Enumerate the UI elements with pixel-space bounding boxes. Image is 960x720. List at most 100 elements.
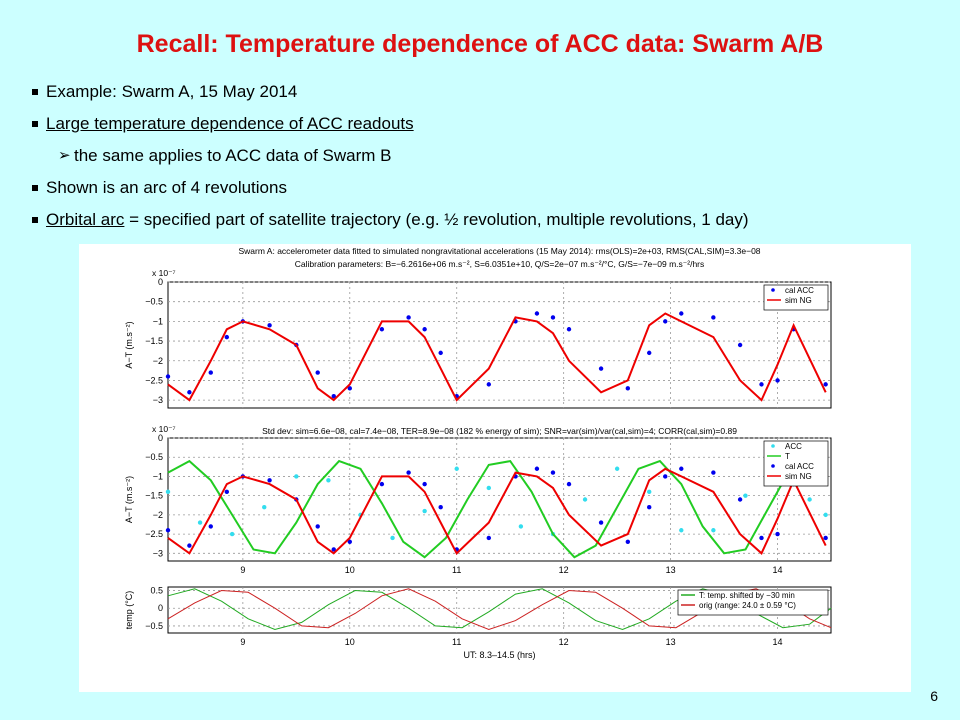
x-tick-label: 9	[240, 637, 245, 647]
data-point	[315, 370, 320, 375]
data-point	[187, 390, 192, 395]
legend-marker	[771, 464, 775, 468]
data-point	[165, 489, 171, 495]
page-number: 6	[930, 688, 938, 704]
x-tick-label: 12	[559, 565, 569, 575]
bullet-item: Example: Swarm A, 15 May 2014	[32, 82, 952, 114]
data-point	[823, 382, 828, 387]
y-tick-label: −1.5	[145, 491, 163, 501]
data-point	[438, 350, 443, 356]
data-point	[598, 366, 604, 371]
data-point	[379, 327, 385, 332]
data-point	[711, 528, 716, 533]
bullet-list: Example: Swarm A, 15 May 2014 Large temp…	[32, 82, 952, 242]
x-tick-label: 13	[666, 565, 676, 575]
data-point	[406, 470, 411, 475]
series-line	[167, 467, 827, 555]
data-point	[267, 323, 272, 328]
data-point	[647, 504, 652, 510]
legend-label: ACC	[785, 442, 802, 451]
y-axis-label: temp (°C)	[124, 591, 134, 630]
x-axis-label: UT: 8.3–14.5 (hrs)	[463, 650, 535, 660]
x-tick-label: 10	[345, 565, 355, 575]
data-point	[486, 382, 492, 387]
slide-title: Recall: Temperature dependence of ACC da…	[136, 30, 824, 58]
y-tick-label: −3	[153, 548, 163, 558]
data-point	[294, 474, 299, 479]
legend-box	[763, 440, 829, 487]
data-point	[534, 311, 540, 316]
data-point	[823, 512, 828, 518]
y-tick-label: −2.5	[145, 529, 163, 539]
data-point	[625, 386, 631, 391]
y-tick-label: −0.5	[145, 621, 163, 631]
data-point	[775, 378, 780, 383]
data-point	[582, 497, 588, 502]
plot-area	[167, 281, 832, 409]
plot-area	[167, 437, 832, 562]
data-point	[647, 489, 652, 495]
x-tick-label: 10	[345, 637, 355, 647]
data-point	[625, 539, 631, 544]
data-point	[663, 474, 668, 479]
y-tick-label: −3	[153, 395, 163, 405]
data-point	[679, 528, 684, 533]
data-point	[224, 489, 230, 495]
x-tick-label: 11	[452, 637, 461, 647]
data-point	[743, 493, 748, 498]
y-axis-label: A−T (m.s⁻²)	[124, 321, 134, 368]
y-tick-label: −1	[153, 316, 163, 326]
arrow-bullet-icon: ➢	[58, 147, 71, 164]
data-point	[711, 470, 716, 475]
y-tick-label: −2.5	[145, 375, 163, 385]
y-tick-label: −1.5	[145, 336, 163, 346]
data-point	[775, 531, 780, 537]
data-point	[422, 508, 427, 514]
data-point	[262, 504, 267, 510]
legend-label: cal ACC	[785, 462, 814, 471]
data-point	[187, 543, 192, 548]
legend-marker	[771, 444, 775, 448]
data-point	[422, 327, 427, 332]
x-tick-label: 13	[666, 637, 676, 647]
bullet-text: Large temperature dependence of ACC read…	[46, 114, 414, 133]
x-tick-label: 9	[240, 565, 245, 575]
data-point	[406, 315, 411, 320]
series-line	[167, 459, 827, 559]
bullet-text: Example: Swarm A, 15 May 2014	[46, 82, 298, 101]
data-point	[165, 374, 171, 379]
data-point	[347, 386, 352, 391]
chart-title: Swarm A: accelerometer data fitted to si…	[238, 246, 760, 256]
data-point	[454, 466, 459, 471]
data-point	[550, 315, 556, 320]
square-bullet-icon	[32, 217, 38, 223]
bullet-text: the same applies to ACC data of Swarm B	[74, 146, 392, 165]
data-point	[390, 535, 395, 541]
data-point	[566, 481, 572, 487]
y-tick-label: −2	[153, 356, 163, 366]
legend-label: T: temp. shifted by −30 min	[699, 591, 795, 600]
data-point	[647, 350, 652, 356]
y-axis-label: A−T (m.s⁻²)	[124, 476, 134, 523]
data-point	[823, 535, 828, 541]
data-point	[807, 497, 812, 502]
data-point	[566, 327, 572, 332]
bullet-item: Shown is an arc of 4 revolutions	[32, 178, 952, 210]
data-point	[267, 478, 272, 483]
data-point	[598, 520, 604, 525]
y-tick-label: 0	[158, 277, 163, 287]
data-point	[679, 466, 684, 471]
y-tick-label: −2	[153, 510, 163, 520]
legend-label: sim NG	[785, 296, 812, 305]
legend-label: orig (range: 24.0 ± 0.59 °C)	[699, 601, 796, 610]
data-point	[737, 342, 743, 348]
data-point	[663, 319, 668, 324]
data-point	[229, 531, 235, 537]
y-tick-label: −0.5	[145, 297, 163, 307]
square-bullet-icon	[32, 121, 38, 127]
x-tick-label: 12	[559, 637, 569, 647]
y-tick-label: 0.5	[150, 586, 163, 596]
bullet-text: = specified part of satellite trajectory…	[124, 210, 749, 229]
data-point	[438, 504, 443, 510]
data-point	[208, 370, 213, 375]
